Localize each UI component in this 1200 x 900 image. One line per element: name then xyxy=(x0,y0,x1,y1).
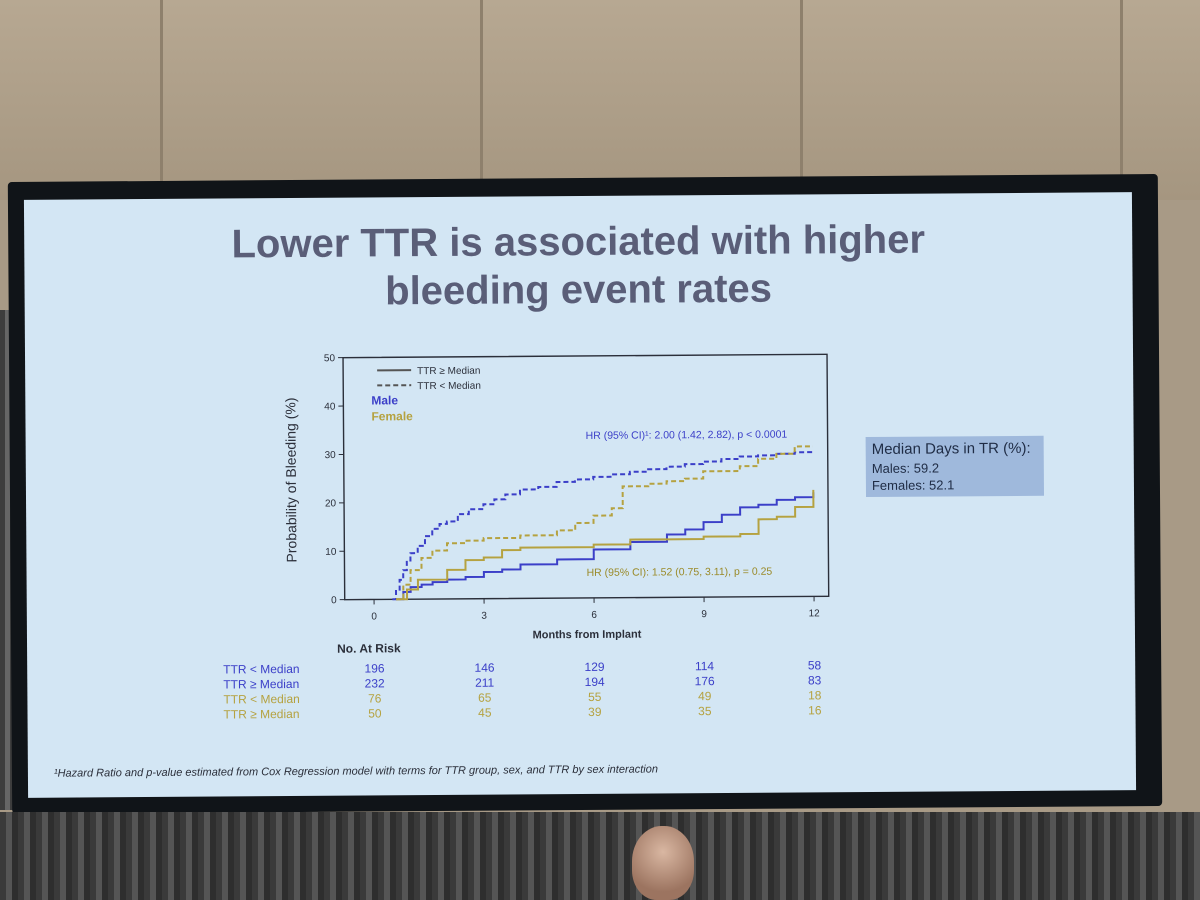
median-days-box: Median Days in TR (%): Males: 59.2 Femal… xyxy=(865,435,1045,498)
wall-seam xyxy=(160,0,163,200)
wall-seam xyxy=(800,0,803,200)
at-risk-header: No. At Risk xyxy=(337,641,401,656)
km-curve-male-below xyxy=(392,451,815,601)
km-curve-female-above xyxy=(396,489,815,601)
at-risk-cell: 16 xyxy=(808,703,822,718)
at-risk-cell: 65 xyxy=(478,690,492,705)
slide: Lower TTR is associated with higher blee… xyxy=(23,192,1137,798)
legend-male-label: Male xyxy=(371,393,398,407)
km-chart: 0 10 20 30 40 50 0 3 6 9 12 TTR ≥ Median TTR < Med… xyxy=(282,353,830,642)
median-box-females: Females: 52.1 xyxy=(871,477,955,493)
audience-head xyxy=(632,826,694,900)
at-risk-cell: 50 xyxy=(368,706,382,721)
at-risk-row-label: TTR < Median xyxy=(223,661,300,677)
x-tick-label: 12 xyxy=(809,608,821,619)
at-risk-cell: 39 xyxy=(588,704,602,719)
at-risk-cell: 83 xyxy=(807,673,822,688)
y-tick-label: 40 xyxy=(324,402,336,413)
y-tick-label: 50 xyxy=(324,353,336,364)
hr-female-annotation: HR (95% CI): 1.52 (0.75, 3.11), p = 0.25 xyxy=(587,566,773,579)
at-risk-cell: 49 xyxy=(697,689,712,704)
at-risk-row-label: TTR < Median xyxy=(223,691,300,707)
median-box-males: Males: 59.2 xyxy=(871,460,940,476)
at-risk-cell: 196 xyxy=(364,661,385,676)
wall-seam xyxy=(480,0,483,200)
at-risk-cell: 194 xyxy=(584,674,605,689)
at-risk-cell: 114 xyxy=(694,659,715,674)
km-curve-female-below xyxy=(396,445,814,601)
y-tick-label: 0 xyxy=(331,595,337,606)
x-tick-label: 6 xyxy=(591,610,597,621)
x-axis-label: Months from Implant xyxy=(533,629,642,642)
at-risk-cell: 55 xyxy=(588,689,602,704)
y-tick-label: 30 xyxy=(325,450,337,461)
wall-seam xyxy=(1120,0,1123,200)
x-tick-label: 9 xyxy=(701,609,707,620)
legend-solid-label: TTR ≥ Median xyxy=(417,366,480,377)
at-risk-cell: 176 xyxy=(694,674,715,689)
median-box-title: Median Days in TR (%): xyxy=(871,439,1031,458)
wall-background xyxy=(0,0,1200,200)
at-risk-cell: 45 xyxy=(478,705,492,720)
axis-ticks: 0 10 20 30 40 50 0 3 6 9 12 xyxy=(324,353,821,622)
series-layer xyxy=(392,445,815,601)
y-axis-label: Probability of Bleeding (%) xyxy=(282,397,299,562)
x-tick-label: 3 xyxy=(481,611,487,622)
legend-female-label: Female xyxy=(371,409,413,423)
at-risk-cell: 35 xyxy=(698,704,712,719)
at-risk-row-label: TTR ≥ Median xyxy=(223,676,300,692)
at-risk-cell: 129 xyxy=(584,659,605,674)
at-risk-cell: 58 xyxy=(807,658,822,673)
x-tick-label: 0 xyxy=(371,611,377,622)
at-risk-cell: 76 xyxy=(368,691,382,706)
at-risk-row-label: TTR ≥ Median xyxy=(223,706,300,722)
y-tick-label: 20 xyxy=(325,498,337,509)
bottom-curtain xyxy=(0,812,1200,900)
plot-frame xyxy=(342,353,830,601)
at-risk-cell: 211 xyxy=(475,675,495,690)
legend-dashed-label: TTR < Median xyxy=(417,381,481,392)
y-tick-label: 10 xyxy=(325,547,337,558)
at-risk-cell: 146 xyxy=(474,660,495,675)
at-risk-cell: 232 xyxy=(364,676,385,691)
at-risk-cell: 18 xyxy=(807,688,822,703)
km-curve-male-above xyxy=(396,492,815,601)
hr-male-annotation: HR (95% CI)¹: 2.00 (1.42, 2.82), p < 0.0… xyxy=(586,429,788,442)
